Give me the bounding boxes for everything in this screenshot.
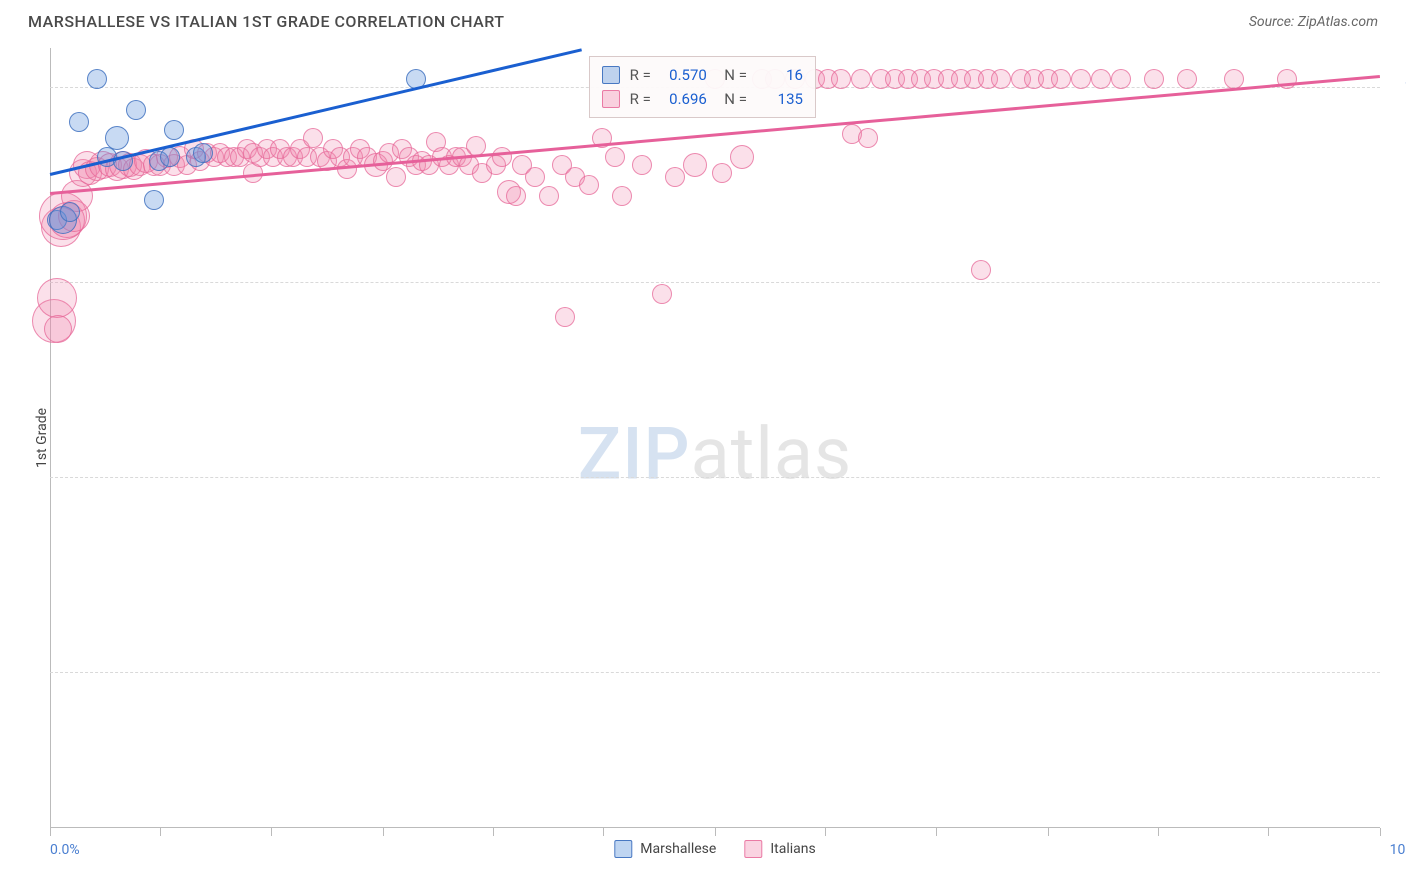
stats-box: R = 0.570 N = 16 R = 0.696 N = 135 bbox=[589, 56, 816, 118]
x-tick bbox=[50, 828, 51, 836]
data-point bbox=[44, 315, 72, 343]
data-point bbox=[466, 136, 486, 156]
data-point bbox=[539, 186, 559, 206]
data-point bbox=[851, 69, 871, 89]
data-point bbox=[69, 112, 89, 132]
y-tick-label: 97.5% bbox=[1390, 274, 1406, 290]
data-point bbox=[37, 278, 77, 318]
stat-r-label: R = bbox=[630, 87, 651, 111]
stats-row-blue: R = 0.570 N = 16 bbox=[602, 63, 803, 87]
x-tick bbox=[1048, 828, 1049, 836]
data-point bbox=[971, 260, 991, 280]
swatch-pink-icon bbox=[602, 90, 620, 108]
data-point bbox=[665, 167, 685, 187]
data-point bbox=[858, 128, 878, 148]
watermark-zip: ZIP bbox=[578, 411, 691, 496]
stat-n-blue: 16 bbox=[757, 63, 803, 87]
y-axis-title: 1st Grade bbox=[34, 408, 50, 468]
data-point bbox=[105, 126, 129, 150]
legend-item-pink: Italians bbox=[744, 840, 815, 858]
stats-row-pink: R = 0.696 N = 135 bbox=[602, 87, 803, 111]
chart-area: ZIPatlas 100.0%97.5%95.0%92.5% 1st Grade… bbox=[50, 48, 1380, 828]
data-point bbox=[1071, 69, 1091, 89]
legend-item-blue: Marshallese bbox=[614, 840, 716, 858]
stat-r-blue: 0.570 bbox=[661, 63, 707, 87]
x-tick bbox=[1380, 828, 1381, 836]
data-point bbox=[1051, 69, 1071, 89]
swatch-blue-icon bbox=[602, 66, 620, 84]
data-point bbox=[683, 153, 707, 177]
legend-label-blue: Marshallese bbox=[640, 841, 716, 857]
grid-line bbox=[50, 477, 1380, 478]
data-point bbox=[712, 163, 732, 183]
x-tick bbox=[715, 828, 716, 836]
data-point bbox=[87, 69, 107, 89]
stat-r-label: R = bbox=[630, 63, 651, 87]
data-point bbox=[303, 128, 323, 148]
x-max-label: 100.0% bbox=[1390, 842, 1406, 858]
data-point bbox=[555, 307, 575, 327]
legend: Marshallese Italians bbox=[614, 840, 815, 858]
data-point bbox=[991, 69, 1011, 89]
data-point bbox=[525, 167, 545, 187]
data-point bbox=[605, 147, 625, 167]
data-point bbox=[579, 175, 599, 195]
y-tick-label: 100.0% bbox=[1390, 79, 1406, 95]
x-tick bbox=[825, 828, 826, 836]
data-point bbox=[632, 155, 652, 175]
grid-line bbox=[50, 672, 1380, 673]
x-tick bbox=[493, 828, 494, 836]
data-point bbox=[1111, 69, 1131, 89]
data-point bbox=[1177, 69, 1197, 89]
stat-n-pink: 135 bbox=[757, 87, 803, 111]
x-tick bbox=[383, 828, 384, 836]
legend-swatch-blue-icon bbox=[614, 840, 632, 858]
data-point bbox=[160, 147, 180, 167]
plot-region: ZIPatlas 100.0%97.5%95.0%92.5% bbox=[50, 48, 1380, 828]
x-tick bbox=[1158, 828, 1159, 836]
data-point bbox=[492, 147, 512, 167]
grid-line bbox=[50, 282, 1380, 283]
data-point bbox=[831, 69, 851, 89]
legend-label-pink: Italians bbox=[770, 841, 815, 857]
data-point bbox=[60, 202, 80, 222]
y-tick-label: 95.0% bbox=[1390, 469, 1406, 485]
stat-n-label: N = bbox=[717, 63, 747, 87]
data-point bbox=[126, 100, 146, 120]
y-axis-line bbox=[50, 48, 51, 828]
x-tick bbox=[603, 828, 604, 836]
watermark: ZIPatlas bbox=[578, 411, 852, 496]
data-point bbox=[1091, 69, 1111, 89]
watermark-atlas: atlas bbox=[691, 411, 853, 496]
data-point bbox=[652, 284, 672, 304]
x-min-label: 0.0% bbox=[50, 842, 80, 858]
stat-r-pink: 0.696 bbox=[661, 87, 707, 111]
data-point bbox=[144, 190, 164, 210]
data-point bbox=[386, 167, 406, 187]
x-tick bbox=[271, 828, 272, 836]
y-tick-label: 92.5% bbox=[1390, 664, 1406, 680]
data-point bbox=[193, 143, 213, 163]
stat-n-label: N = bbox=[717, 87, 747, 111]
data-point bbox=[612, 186, 632, 206]
chart-title: MARSHALLESE VS ITALIAN 1ST GRADE CORRELA… bbox=[28, 12, 505, 31]
x-tick bbox=[1268, 828, 1269, 836]
legend-swatch-pink-icon bbox=[744, 840, 762, 858]
x-tick bbox=[936, 828, 937, 836]
data-point bbox=[164, 120, 184, 140]
x-tick bbox=[160, 828, 161, 836]
source-label: Source: ZipAtlas.com bbox=[1249, 14, 1378, 30]
data-point bbox=[506, 186, 526, 206]
data-point bbox=[1144, 69, 1164, 89]
data-point bbox=[730, 145, 754, 169]
